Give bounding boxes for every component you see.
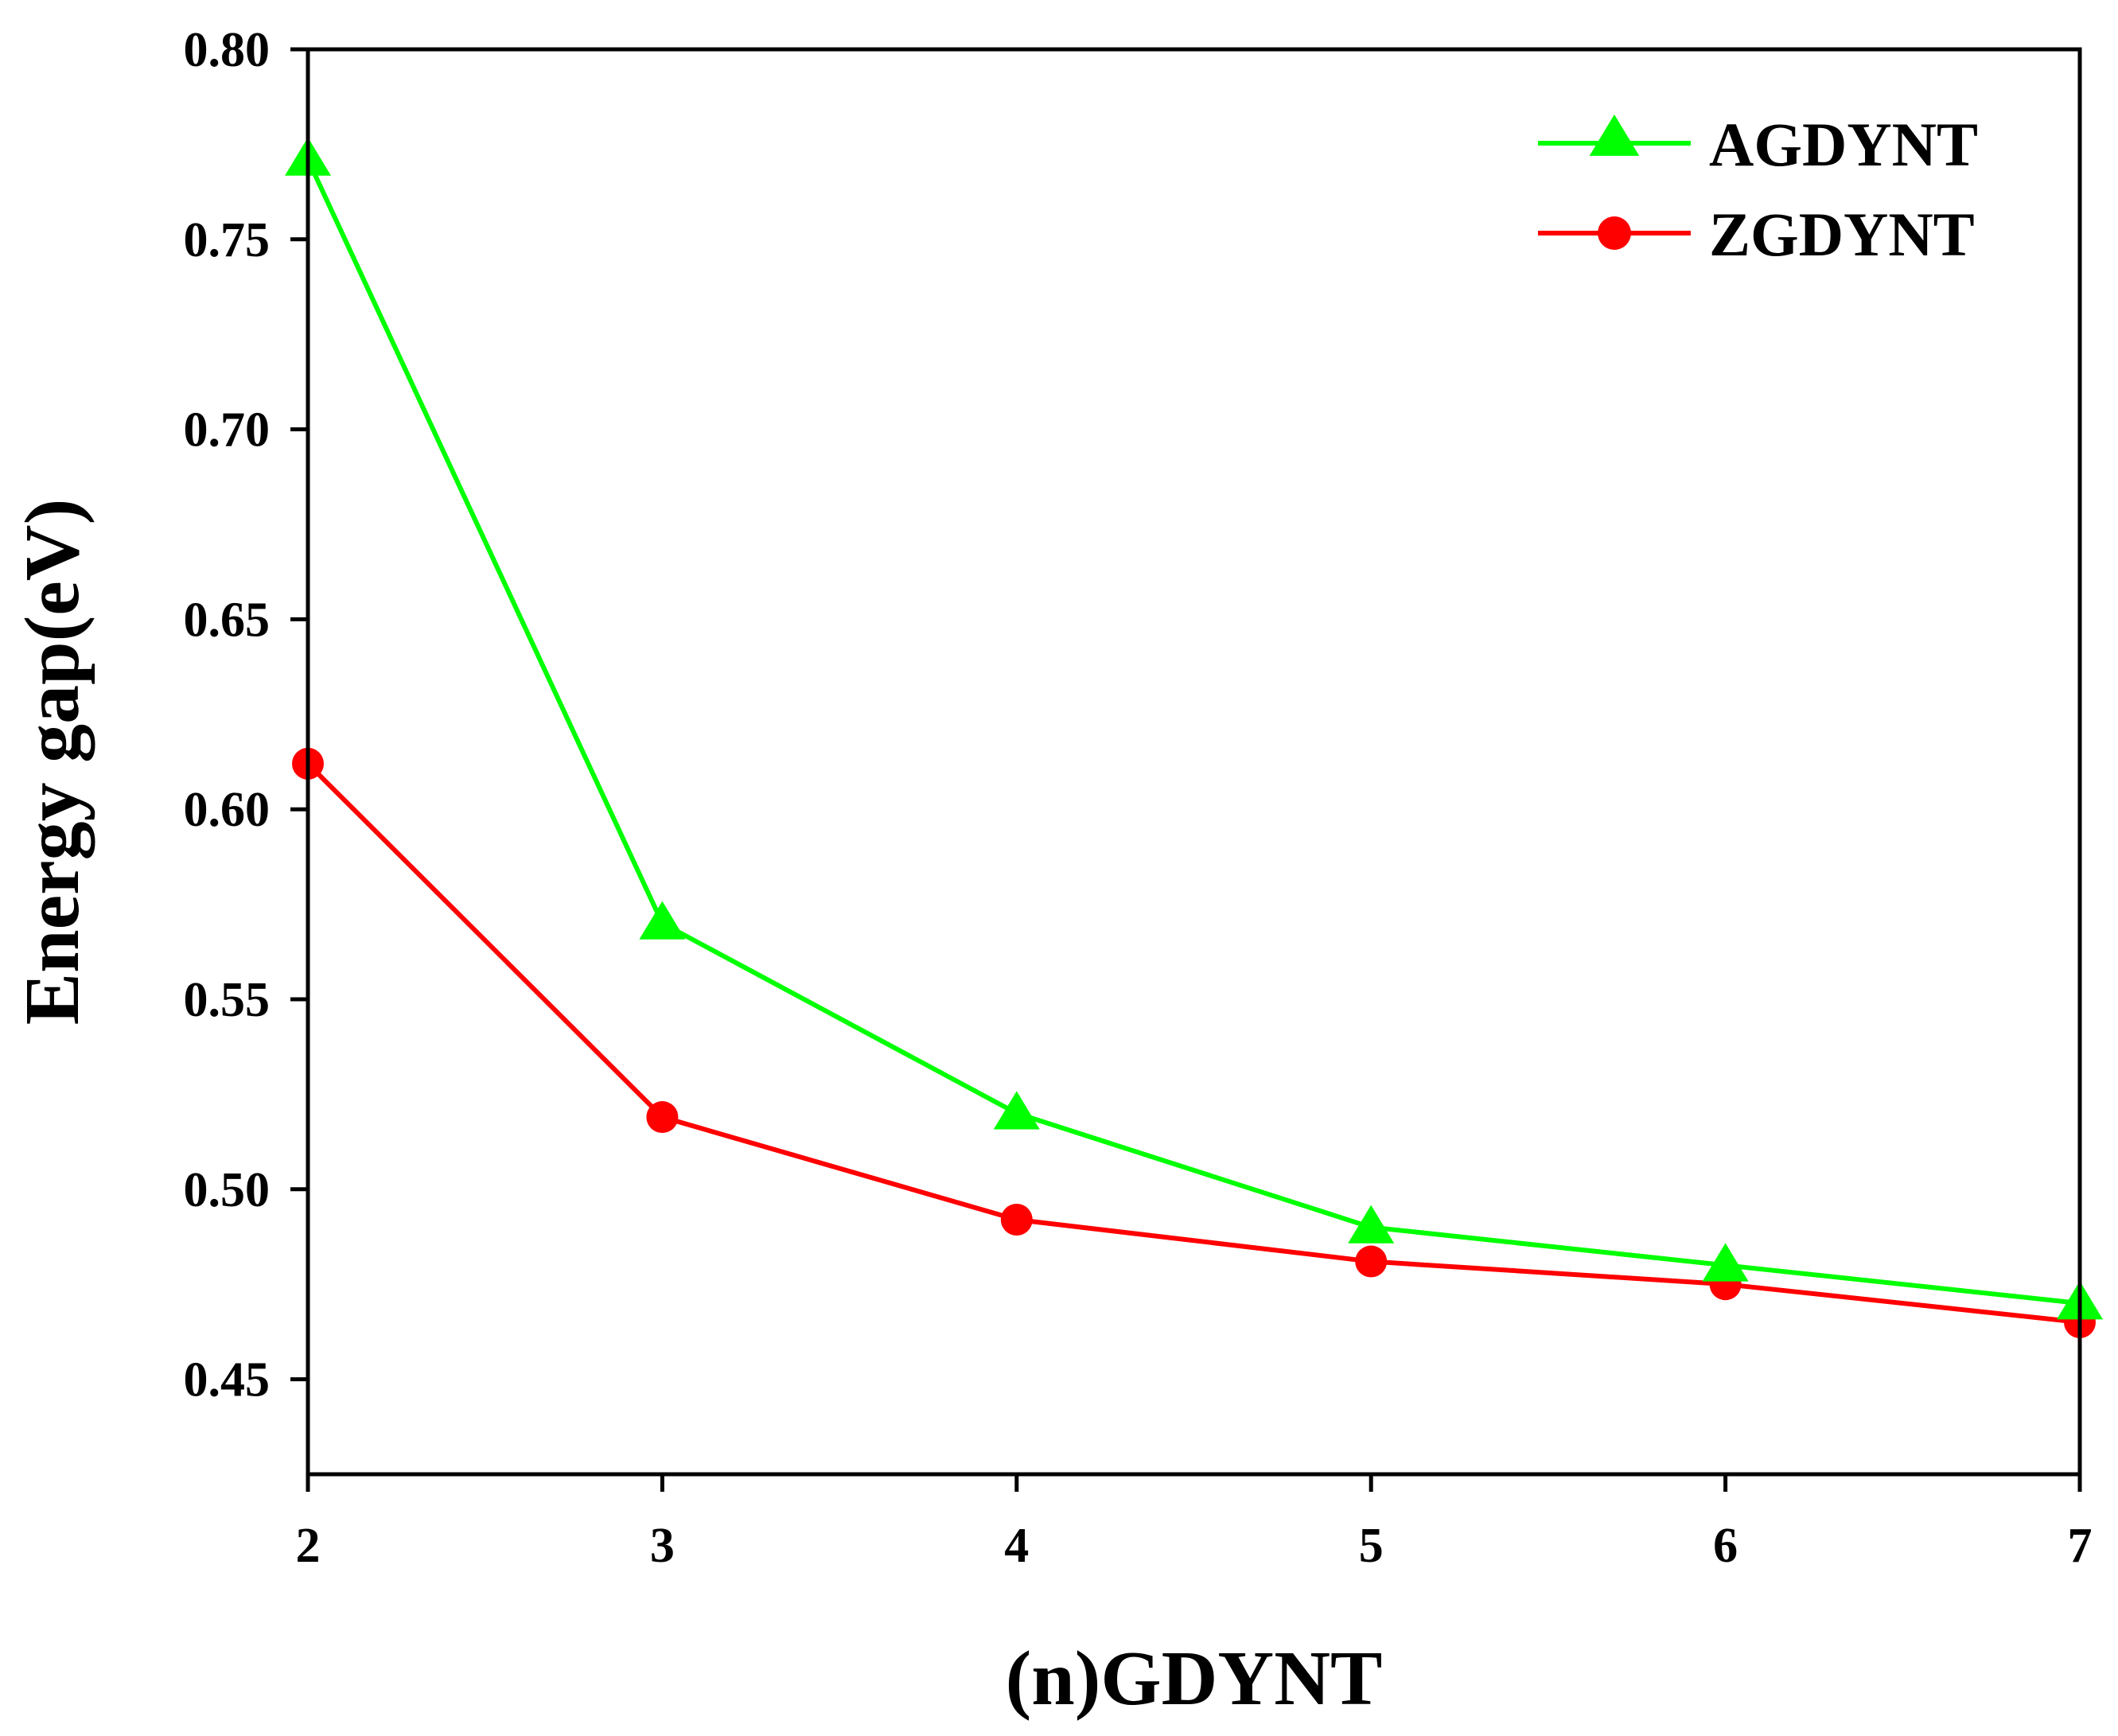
y-tick-label: 0.65 xyxy=(184,593,271,647)
x-tick-label: 6 xyxy=(1713,1519,1738,1573)
x-tick-label: 2 xyxy=(296,1519,321,1573)
data-point-zgdynt xyxy=(1000,1204,1033,1236)
y-tick-label: 0.80 xyxy=(184,23,271,77)
legend: AGDYNT ZGDYNT xyxy=(1538,110,1978,269)
data-point-agdynt xyxy=(639,901,686,940)
data-point-zgdynt xyxy=(646,1101,679,1134)
series-markers xyxy=(285,137,2103,1338)
x-axis-title: (n)GDYNT xyxy=(1006,1636,1383,1722)
legend-marker-agdynt xyxy=(1589,114,1640,156)
y-tick-labels: 0.45 0.50 0.55 0.60 0.65 0.70 0.75 0.80 xyxy=(184,23,271,1407)
x-tick-labels: 2 3 4 5 6 7 xyxy=(296,1519,2093,1573)
data-point-agdynt xyxy=(993,1091,1040,1130)
y-tick-label: 0.50 xyxy=(184,1163,271,1217)
x-tick-label: 3 xyxy=(650,1519,675,1573)
y-tick-label: 0.75 xyxy=(184,213,271,267)
axis-ticks xyxy=(290,47,2082,1492)
legend-label-agdynt: AGDYNT xyxy=(1709,110,1978,179)
data-point-agdynt xyxy=(1348,1205,1395,1244)
series-line-agdynt xyxy=(306,158,2081,1306)
series-lines xyxy=(306,158,2081,1325)
x-tick-label: 5 xyxy=(1359,1519,1384,1573)
y-tick-label: 0.70 xyxy=(184,403,271,457)
plot-frame xyxy=(306,47,2082,1477)
y-axis-title: Energy gap(eV) xyxy=(10,499,95,1025)
legend-label-zgdynt: ZGDYNT xyxy=(1709,200,1975,269)
y-tick-label: 0.45 xyxy=(184,1353,271,1407)
data-point-agdynt xyxy=(1702,1243,1749,1282)
x-tick-label: 4 xyxy=(1004,1519,1029,1573)
x-tick-label: 7 xyxy=(2068,1519,2093,1573)
y-tick-label: 0.55 xyxy=(184,973,271,1027)
y-tick-label: 0.60 xyxy=(184,783,271,837)
data-point-zgdynt xyxy=(1355,1245,1388,1278)
legend-marker-zgdynt xyxy=(1598,216,1631,250)
series-line-zgdynt xyxy=(306,761,2081,1325)
